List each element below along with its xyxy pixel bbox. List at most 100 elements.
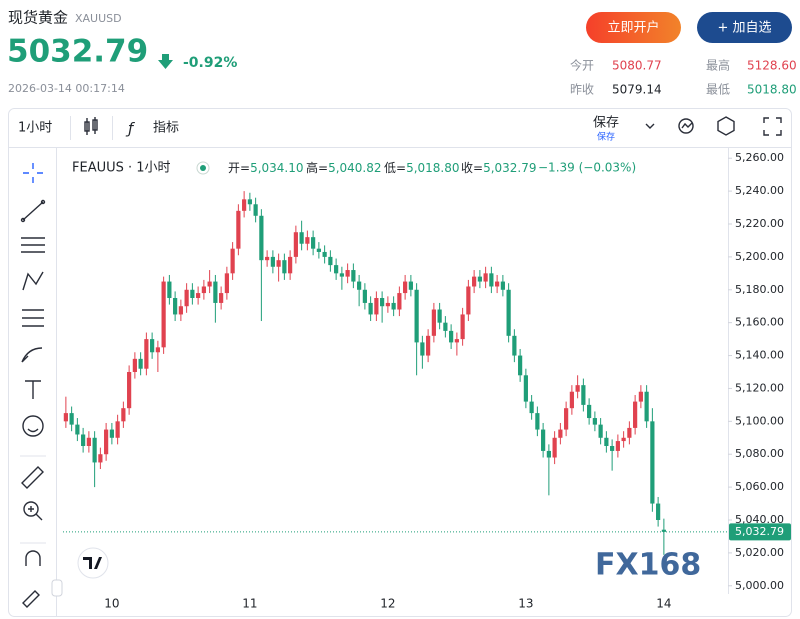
open-account-label[interactable]: 立即开户 (607, 20, 659, 36)
x-tick-label: 12 (380, 597, 395, 611)
y-tick-label: 5,060.00 (735, 480, 784, 493)
candle-body (305, 237, 310, 244)
candle-body (345, 270, 350, 277)
y-tick-label: 5,260.00 (735, 151, 784, 164)
candle-body (518, 355, 523, 376)
alert-icon[interactable] (678, 118, 694, 134)
candle-body (443, 322, 448, 331)
candle-body (196, 293, 201, 298)
candle-body (449, 330, 454, 343)
candle-body (380, 298, 385, 307)
y-tick-label: 5,200.00 (735, 250, 784, 263)
y-tick-label: 5,240.00 (735, 184, 784, 197)
watchlist-label[interactable]: + 加自选 (717, 21, 771, 36)
plot (63, 191, 666, 555)
y-tick-label: 5,180.00 (735, 283, 784, 296)
x-tick-label: 11 (242, 597, 257, 611)
candle-body (322, 251, 327, 257)
tv-logo-mark (83, 557, 102, 569)
legend-key: 低= (384, 161, 406, 175)
chart-frame (8, 108, 792, 617)
legend-symbol: FEAUUS · 1小时 (72, 161, 171, 176)
status-ring (196, 161, 210, 175)
fullscreen-icon[interactable] (763, 117, 782, 136)
candle-body (495, 281, 500, 287)
candle-icon[interactable] (84, 117, 98, 135)
candle-body (638, 391, 643, 402)
candle-body (265, 256, 270, 261)
candle-body (621, 437, 626, 442)
candle-body (512, 335, 517, 356)
down-arrow (158, 54, 173, 69)
candle-body (397, 293, 402, 310)
legend-value: 5,032.79 (483, 161, 536, 175)
candle-body (535, 413, 540, 430)
candle-body (552, 437, 557, 458)
candle-body (477, 276, 482, 282)
candle-body (541, 429, 546, 451)
symbol: XAUUSD (75, 12, 122, 25)
drawing-tools[interactable] (20, 163, 46, 608)
candle-body (408, 281, 413, 290)
collapse-handle[interactable] (51, 579, 63, 597)
candle-body (236, 210, 241, 249)
candle-body (339, 273, 344, 277)
candle-body (575, 385, 580, 392)
indicators[interactable]: 指标 (153, 121, 179, 136)
candle-body (633, 401, 638, 428)
legend-ohlc: 收=5,032.79 (461, 161, 537, 175)
candle-body (104, 429, 109, 455)
watchlist-button[interactable] (697, 12, 792, 43)
candle-body (403, 281, 408, 294)
legend-value: 5,040.82 (328, 161, 381, 175)
legend-value: 5,034.10 (250, 161, 303, 175)
legend-ohlc: 高=5,040.82 (306, 160, 382, 175)
settings-icon[interactable] (717, 116, 735, 136)
chevron[interactable] (645, 123, 655, 129)
candle-body (656, 503, 661, 520)
x-tick-label: 10 (104, 597, 119, 611)
candle-body (581, 385, 586, 405)
open-account-button[interactable] (586, 12, 681, 43)
candle-body (138, 358, 143, 369)
candle-body (506, 289, 511, 336)
x-tick-label: 13 (518, 597, 533, 611)
stat-value: 5080.77 (612, 59, 662, 73)
candle-body (460, 314, 465, 340)
candle-body (529, 401, 534, 414)
candle-body (391, 302, 396, 310)
candle-body (431, 309, 436, 336)
candle-body (546, 450, 551, 458)
candle-body (81, 434, 86, 446)
candle-body (201, 286, 206, 294)
candle-body (472, 276, 477, 287)
candle-body (150, 339, 155, 353)
legend-ohlc: 开=5,034.10 (228, 161, 304, 175)
fx-icon[interactable]: ƒ (125, 120, 135, 138)
candle-body (109, 429, 114, 438)
candle-body (592, 418, 597, 425)
save-sub[interactable]: 保存 (597, 131, 615, 143)
interval[interactable]: 1小时 (18, 121, 52, 136)
candle-body (569, 391, 574, 409)
last-price-label: 5,032.79 (735, 525, 784, 538)
save[interactable]: 保存 (593, 116, 619, 131)
candle-body (351, 270, 356, 282)
legend-value: 5,018.80 (406, 161, 459, 175)
candle-body (190, 289, 195, 298)
candle-body (253, 204, 258, 216)
candle-body (144, 339, 149, 369)
candle-body (385, 302, 390, 307)
candle-body (213, 281, 218, 303)
candle-body (247, 199, 252, 205)
candle-body (121, 408, 126, 422)
candle-body (178, 306, 183, 315)
y-tick-label: 5,020.00 (735, 546, 784, 559)
candle-body (224, 273, 229, 294)
legend-ohlc: 低=5,018.80 (384, 161, 460, 175)
candle-body (644, 391, 649, 422)
candle-body (288, 256, 293, 274)
candle-body (311, 237, 316, 249)
candle-body (368, 302, 373, 315)
x-tick-label: 14 (656, 597, 671, 611)
